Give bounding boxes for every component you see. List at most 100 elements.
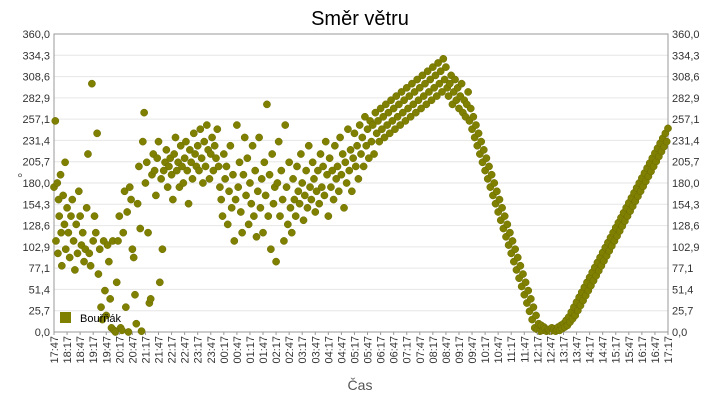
- data-point: [101, 286, 109, 295]
- data-point: [342, 179, 351, 187]
- x-tick-label: 18:47: [75, 336, 87, 364]
- data-point: [427, 96, 436, 105]
- data-point: [218, 212, 227, 220]
- data-point: [362, 141, 371, 150]
- data-point: [349, 154, 358, 163]
- data-point: [55, 212, 64, 220]
- x-tick-label: 20:17: [114, 336, 126, 364]
- data-point: [445, 79, 454, 88]
- y-tick-label-left: 77,1: [29, 263, 50, 275]
- data-point: [357, 150, 365, 158]
- data-point: [222, 162, 231, 171]
- data-point: [506, 228, 514, 237]
- y-tick-label-left: 257,1: [22, 114, 50, 126]
- data-point: [426, 75, 435, 84]
- data-point: [464, 88, 472, 96]
- data-point: [277, 166, 286, 175]
- data-point: [260, 158, 269, 167]
- data-point: [332, 175, 341, 183]
- x-tick-label: 06:17: [376, 336, 388, 364]
- data-point: [199, 179, 207, 187]
- y-tick-label-right: 308,6: [672, 72, 700, 84]
- y-tick-label-right: 334,3: [672, 50, 700, 62]
- data-point: [189, 129, 198, 138]
- data-point: [385, 129, 394, 138]
- data-point: [289, 175, 297, 183]
- data-point: [503, 220, 512, 229]
- data-point: [196, 125, 205, 134]
- data-point: [103, 241, 112, 249]
- data-point: [438, 88, 446, 96]
- data-point: [152, 191, 160, 200]
- data-point: [297, 150, 305, 158]
- x-tick-label: 22:17: [167, 336, 179, 364]
- x-tick-label: 19:17: [88, 336, 100, 364]
- data-point: [334, 187, 343, 196]
- data-point: [236, 208, 245, 216]
- y-tick-label-right: 154,3: [672, 199, 700, 211]
- x-tick-label: 03:17: [297, 336, 309, 364]
- data-point: [73, 249, 82, 258]
- data-point: [404, 104, 412, 113]
- data-point: [132, 319, 141, 328]
- data-point: [97, 303, 105, 312]
- data-point: [364, 154, 373, 163]
- data-point: [231, 195, 240, 204]
- data-point: [303, 203, 312, 212]
- data-point: [413, 75, 422, 84]
- data-point: [57, 261, 66, 270]
- data-point: [106, 295, 115, 303]
- data-point: [179, 179, 188, 187]
- data-point: [422, 100, 431, 109]
- data-point: [268, 150, 277, 158]
- data-point: [378, 125, 386, 134]
- data-point: [293, 162, 301, 171]
- data-point: [120, 187, 129, 196]
- x-tick-label: 22:47: [180, 336, 192, 364]
- data-point: [348, 187, 356, 196]
- x-tick-label: 11:17: [506, 336, 518, 363]
- data-point: [264, 212, 273, 220]
- data-point: [137, 327, 146, 336]
- data-point: [128, 245, 137, 254]
- x-tick-label: 12:17: [532, 336, 544, 364]
- data-point: [235, 158, 244, 167]
- data-point: [278, 195, 287, 204]
- x-tick-label: 20:47: [127, 336, 139, 364]
- data-point: [141, 179, 150, 187]
- data-point: [327, 183, 335, 191]
- data-point: [408, 79, 416, 88]
- data-point: [157, 175, 165, 183]
- data-point: [127, 195, 135, 204]
- data-point: [154, 137, 163, 146]
- data-point: [358, 133, 367, 142]
- data-point: [389, 104, 398, 113]
- data-point: [115, 212, 124, 220]
- x-tick-label: 09:17: [454, 336, 466, 364]
- x-tick-label: 01:47: [258, 336, 270, 364]
- data-point: [182, 137, 190, 146]
- data-point: [202, 121, 211, 129]
- data-point: [123, 208, 132, 216]
- data-point: [229, 170, 237, 179]
- data-point: [208, 133, 216, 142]
- x-tick-label: 17:17: [663, 336, 675, 364]
- data-point: [281, 121, 290, 129]
- x-tick-label: 15:17: [611, 336, 623, 364]
- x-tick-label: 07:17: [402, 336, 414, 364]
- y-tick-label-left: 25,7: [29, 306, 50, 318]
- data-point: [361, 112, 369, 121]
- data-point: [59, 191, 67, 200]
- data-point: [432, 92, 441, 100]
- data-point: [314, 166, 322, 175]
- data-point: [406, 112, 415, 121]
- data-point: [135, 162, 143, 171]
- data-point: [346, 146, 355, 154]
- data-point: [219, 150, 228, 158]
- data-point: [307, 195, 316, 204]
- data-point: [257, 175, 266, 183]
- data-point: [129, 253, 138, 262]
- data-point: [444, 92, 453, 100]
- data-point: [320, 191, 329, 200]
